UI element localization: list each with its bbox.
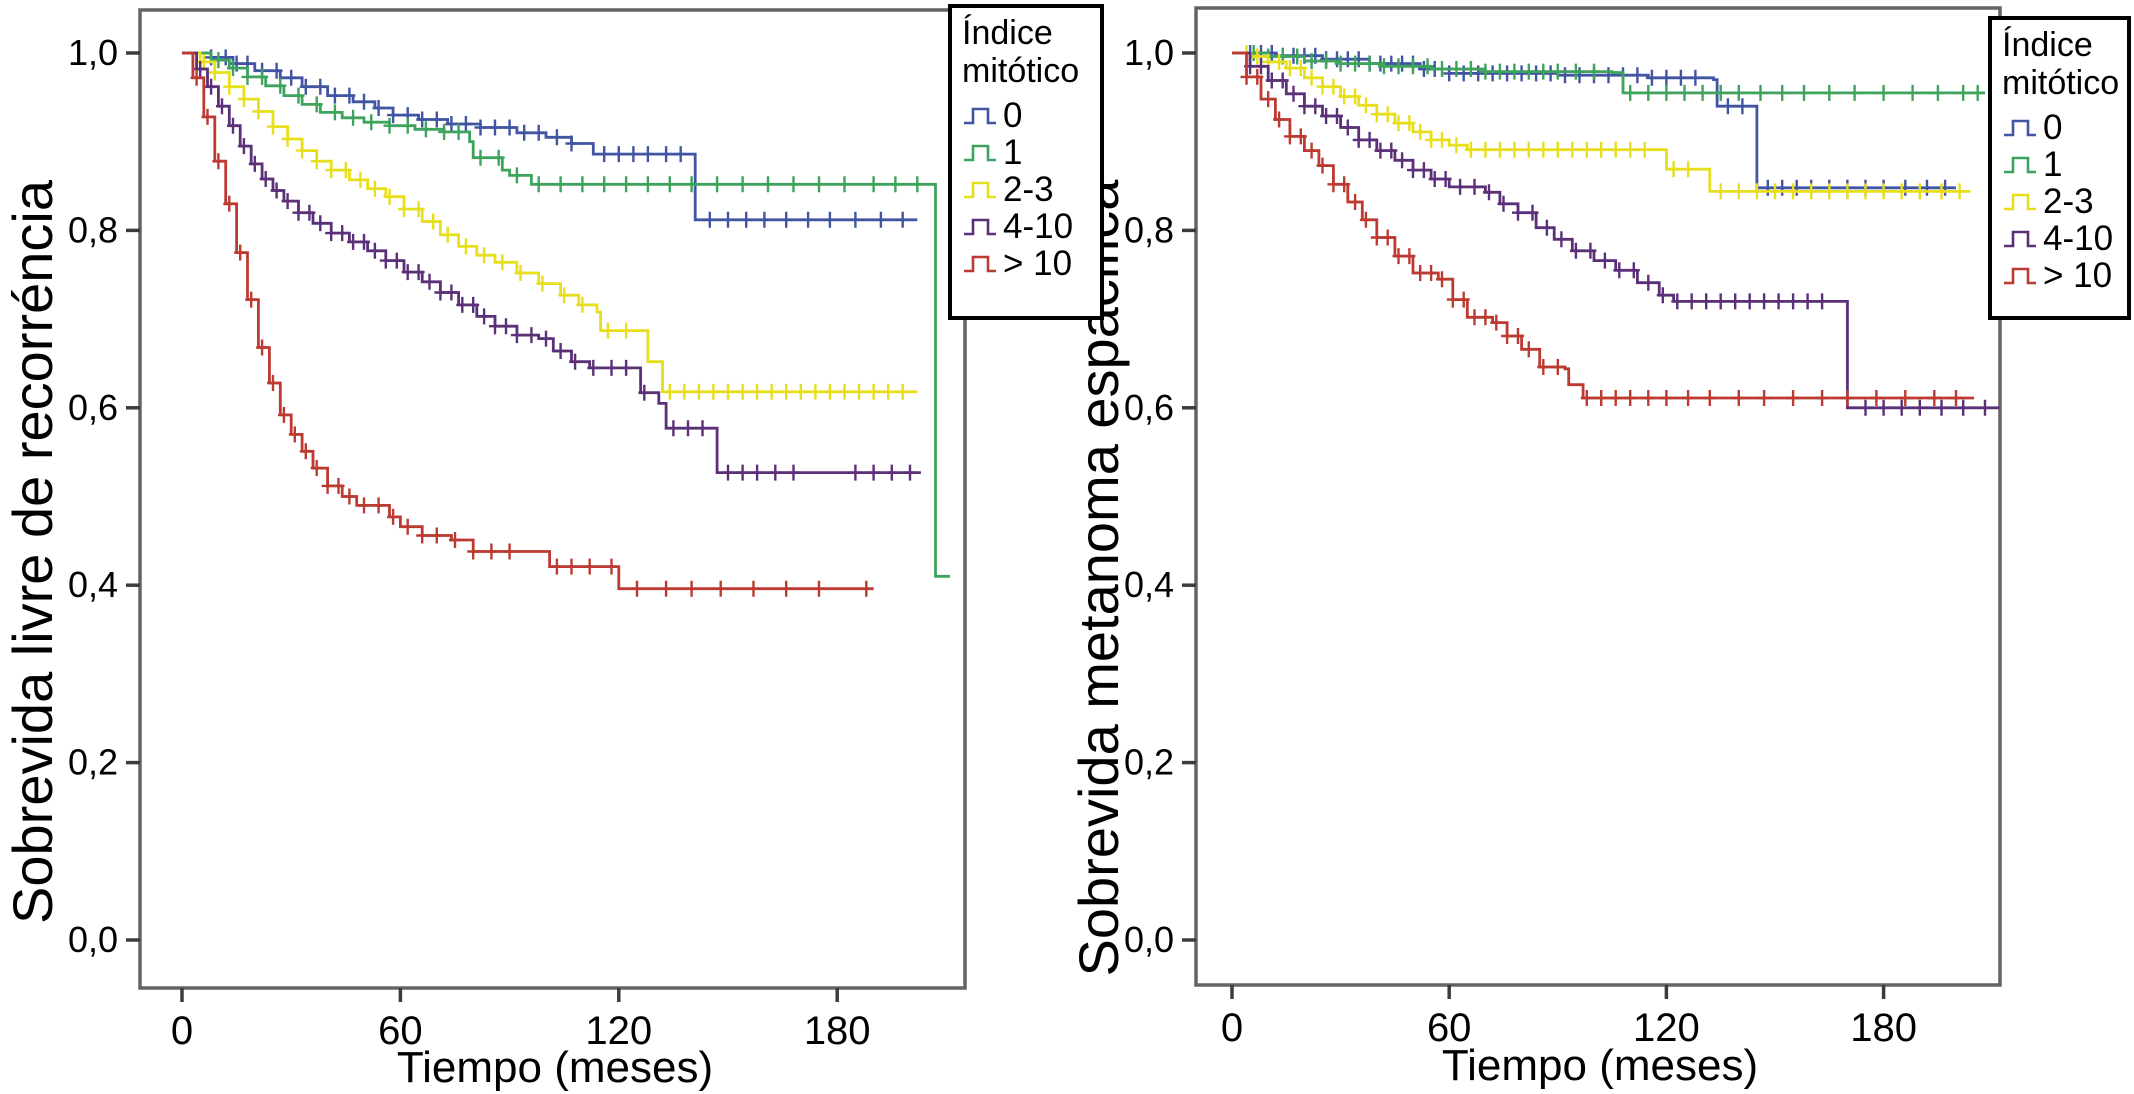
legend-entry-2: 2-3 (962, 171, 1092, 208)
series-2-swatch-icon (2004, 194, 2036, 211)
series-0-swatch-icon (964, 108, 996, 125)
legend-entry-label: 0 (2043, 107, 2063, 147)
x-tick-label: 60 (378, 1009, 423, 1053)
y-tick-label: 1,0 (1124, 32, 1174, 73)
series-1-censor-marks (1247, 45, 1984, 101)
series-4-censor-marks (1240, 68, 1962, 406)
legend-entry-0: 0 (2002, 109, 2119, 146)
left-y-axis-label: Sobrevida livre de recorréncia (1, 179, 64, 924)
legend-entry-label: 4-10 (2043, 218, 2114, 258)
y-tick-label: 0,6 (1124, 387, 1174, 428)
y-tick-label: 0,6 (68, 387, 118, 428)
legend-entry-3: 4-10 (2002, 220, 2119, 257)
legend-entry-label: 4-10 (1003, 206, 1074, 246)
series-1-swatch-icon (2004, 157, 2036, 174)
right-x-axis-label: Tiempo (meses) (1442, 1041, 1758, 1090)
y-tick-label: 0,0 (68, 919, 118, 960)
x-tick-label: 180 (1850, 1006, 1917, 1050)
legend-left: Índice mitótico 0 1 2-3 4-10 > 10 (948, 4, 1104, 320)
series-3-swatch-icon (964, 219, 996, 236)
x-tick-label: 120 (585, 1009, 652, 1053)
legend-entry-4: > 10 (962, 245, 1092, 282)
y-tick-label: 0,4 (68, 564, 118, 605)
y-tick-label: 0,8 (1124, 209, 1174, 250)
legend-entry-3: 4-10 (962, 208, 1092, 245)
legend-right: Índice mitótico 0 1 2-3 4-10 > 10 (1988, 16, 2131, 320)
legend-entry-label: > 10 (2043, 255, 2113, 295)
series-2-censor-marks (197, 53, 909, 400)
y-tick-label: 0,0 (1124, 919, 1174, 960)
legend-title: Índice mitótico (962, 14, 1080, 91)
legend-entry-label: 1 (2043, 144, 2063, 184)
x-tick-label: 180 (804, 1009, 871, 1053)
x-tick-label: 0 (171, 1009, 193, 1053)
y-tick-label: 0,2 (1124, 742, 1174, 783)
legend-entry-label: 2-3 (1003, 169, 1054, 209)
series-4-censor-marks (190, 69, 873, 597)
legend-entry-label: 2-3 (2043, 181, 2094, 221)
series-3-censor-marks (194, 61, 916, 481)
legend-entry-label: > 10 (1003, 243, 1073, 283)
left-x-axis-label: Tiempo (meses) (397, 1043, 713, 1092)
plot-area (1194, 6, 2002, 987)
legend-entry-1: 1 (2002, 146, 2119, 183)
series-1-censor-marks (212, 52, 924, 193)
y-tick-label: 1,0 (68, 32, 118, 73)
series-3-censor-marks (1244, 58, 1991, 416)
y-tick-label: 0,8 (68, 209, 118, 250)
legend-entry-4: > 10 (2002, 257, 2119, 294)
y-tick-label: 0,2 (68, 742, 118, 783)
series-3-swatch-icon (2004, 231, 2036, 248)
legend-entry-label: 1 (1003, 132, 1023, 172)
plot-area (138, 8, 967, 990)
series-4-swatch-icon (964, 256, 996, 273)
x-tick-label: 60 (1427, 1006, 1472, 1050)
legend-entry-label: 0 (1003, 95, 1023, 135)
series-0-swatch-icon (2004, 120, 2036, 137)
series-4-line (182, 51, 874, 591)
legend-title: Índice mitótico (2002, 26, 2120, 103)
series-4-swatch-icon (2004, 268, 2036, 285)
x-tick-label: 120 (1633, 1006, 1700, 1050)
legend-entry-1: 1 (962, 134, 1092, 171)
y-tick-label: 0,4 (1124, 564, 1174, 605)
right-panel: 1,0 0,8 0,6 0,4 0,2 0,0 0 60 120 180 (1124, 6, 2002, 1050)
x-tick-label: 0 (1221, 1006, 1243, 1050)
series-2-swatch-icon (964, 182, 996, 199)
left-panel: 1,0 0,8 0,6 0,4 0,2 0,0 0 60 120 180 (68, 8, 967, 1053)
legend-entry-2: 2-3 (2002, 183, 2119, 220)
legend-entry-0: 0 (962, 97, 1092, 134)
series-1-swatch-icon (964, 145, 996, 162)
